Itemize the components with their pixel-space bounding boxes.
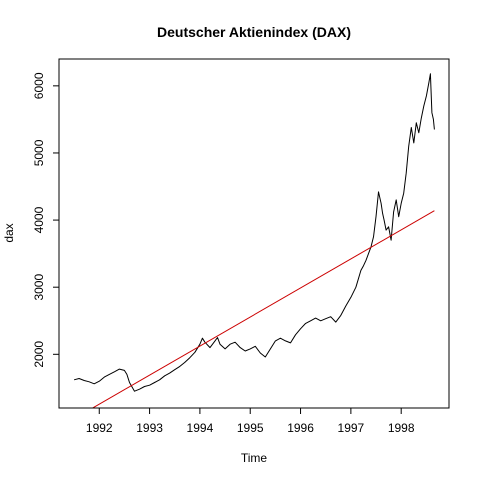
y-tick-label: 5000 — [32, 139, 46, 166]
dax-series-line — [73, 73, 435, 392]
x-axis: 1992 1993 1994 1995 1996 1997 1998 — [86, 407, 415, 435]
x-tick-label: 1995 — [237, 421, 264, 435]
y-axis-label: dax — [2, 223, 16, 242]
y-tick-label: 2000 — [32, 341, 46, 368]
series-layer — [73, 73, 435, 408]
x-axis-label: Time — [241, 451, 268, 465]
x-tick-label: 1993 — [136, 421, 163, 435]
y-tick-label: 3000 — [32, 274, 46, 301]
x-tick-label: 1997 — [338, 421, 365, 435]
trend-line — [91, 210, 435, 408]
x-tick-label: 1998 — [388, 421, 415, 435]
plot-frame — [58, 58, 450, 409]
x-tick-label: 1996 — [287, 421, 314, 435]
x-tick-label: 1994 — [187, 421, 214, 435]
x-tick-label: 1992 — [86, 421, 113, 435]
y-tick-label: 4000 — [32, 206, 46, 233]
y-tick-label: 6000 — [32, 72, 46, 99]
chart-title: Deutscher Aktienindex (DAX) — [157, 24, 351, 40]
